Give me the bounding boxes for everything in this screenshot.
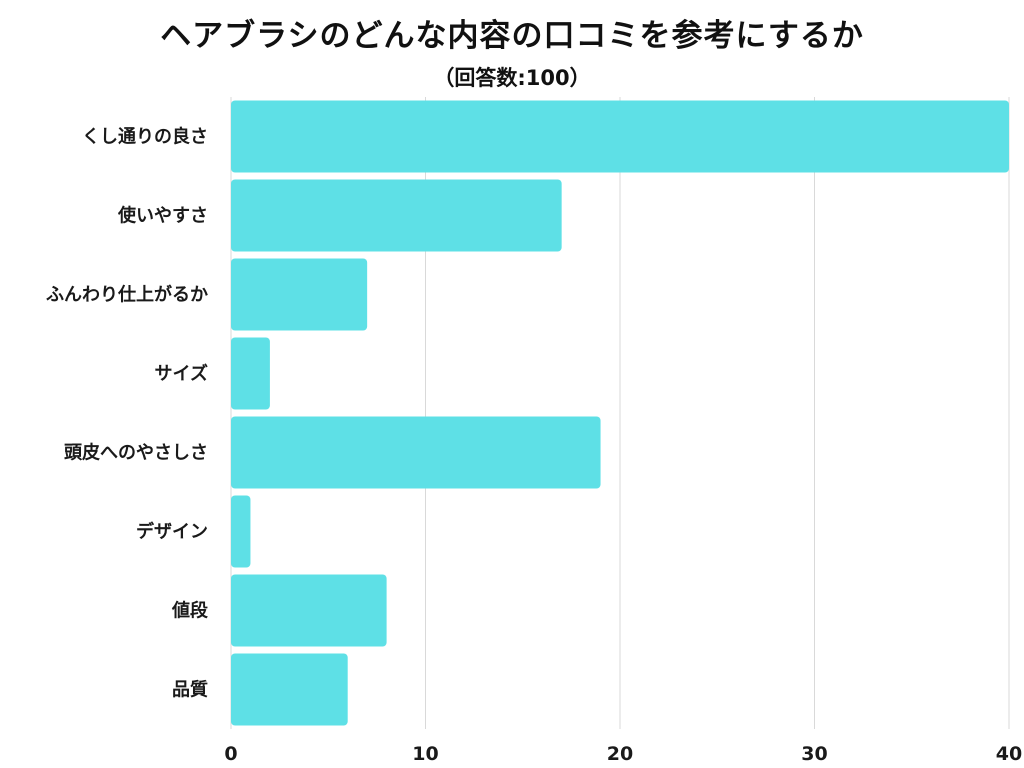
category-label: サイズ [155,363,208,385]
bar-7 [231,653,348,726]
bar-0 [231,100,1009,173]
bars [231,100,1009,726]
category-label: 値段 [171,600,209,622]
x-axis-ticks: 0 10 20 30 40 [224,743,1022,765]
x-tick-label: 30 [801,743,827,765]
bar-4 [231,416,601,489]
category-label: くし通りの良さ [82,126,208,148]
x-tick-label: 0 [224,743,237,765]
category-label: 頭皮へのやさしさ [64,442,208,464]
x-tick-label: 20 [607,743,633,765]
x-tick-label: 10 [412,743,438,765]
chart-title: ヘアブラシのどんな内容の口コミを参考にするか [160,18,864,54]
bar-2 [231,258,368,331]
category-label: 使いやすさ [117,206,208,227]
bar-5 [231,495,251,568]
x-tick-label: 40 [996,743,1022,765]
bar-6 [231,574,387,647]
chart-subtitle: （回答数:100） [433,66,591,90]
bar-3 [231,337,270,410]
bar-1 [231,179,562,252]
category-label: 品質 [172,679,208,701]
category-label: デザイン [136,521,208,543]
category-label: ふんわり仕上がるか [46,284,208,306]
